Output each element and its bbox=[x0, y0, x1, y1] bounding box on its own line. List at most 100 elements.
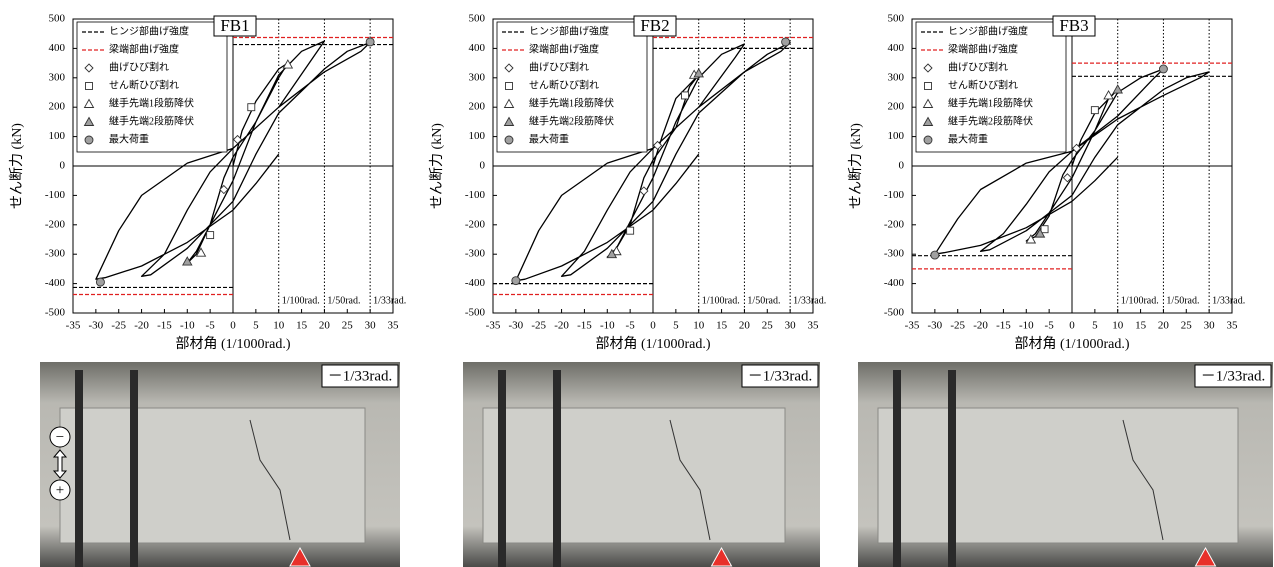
x-tick-label: 30 bbox=[1204, 320, 1216, 332]
photo-label: －1/33rad. bbox=[1201, 368, 1266, 384]
y-tick-label: 300 bbox=[469, 71, 486, 83]
y-tick-label: -100 bbox=[884, 189, 905, 201]
x-tick-label: -25 bbox=[531, 320, 546, 332]
y-tick-label: 0 bbox=[899, 160, 905, 172]
y-tick-label: -500 bbox=[465, 307, 486, 319]
y-tick-label: 500 bbox=[888, 13, 905, 25]
x-tick-label: -5 bbox=[1045, 320, 1055, 332]
photo: －1/33rad. bbox=[463, 362, 820, 567]
y-tick-label: 200 bbox=[469, 101, 486, 113]
y-tick-label: -300 bbox=[465, 248, 486, 260]
y-tick-label: 100 bbox=[888, 130, 905, 142]
y-tick-label: -200 bbox=[884, 218, 905, 230]
figure: -35-30-25-20-15-10-505101520253035-500-4… bbox=[0, 0, 1274, 567]
marker bbox=[627, 227, 634, 234]
steel-column bbox=[553, 370, 561, 567]
x-tick-label: 15 bbox=[716, 320, 728, 332]
y-tick-label: 0 bbox=[480, 160, 486, 172]
legend-label: せん断ひび割れ bbox=[948, 78, 1018, 91]
y-tick-label: -300 bbox=[884, 248, 905, 260]
y-tick-label: -200 bbox=[465, 218, 486, 230]
x-tick-label: -25 bbox=[950, 320, 965, 332]
y-tick-label: 100 bbox=[49, 130, 66, 142]
x-tick-label: 25 bbox=[342, 320, 354, 332]
marker bbox=[682, 92, 689, 99]
legend-label: 継手先端2段筋降伏 bbox=[109, 114, 194, 127]
legend-label: 梁端部曲げ強度 bbox=[529, 42, 599, 55]
x-tick-label: 20 bbox=[1158, 320, 1170, 332]
rotation-label: 1/50rad. bbox=[327, 295, 360, 306]
y-tick-label: -400 bbox=[45, 277, 66, 289]
marker bbox=[925, 83, 932, 90]
marker bbox=[505, 136, 513, 144]
x-tick-label: 35 bbox=[808, 320, 820, 332]
x-tick-label: 15 bbox=[296, 320, 308, 332]
x-tick-label: -10 bbox=[1019, 320, 1034, 332]
chart: -35-30-25-20-15-10-505101520253035-500-4… bbox=[429, 13, 826, 353]
legend-label: せん断ひび割れ bbox=[109, 78, 179, 91]
x-tick-label: 5 bbox=[253, 320, 259, 332]
x-axis-label: 部材角 (1/1000rad.) bbox=[1014, 336, 1129, 352]
y-tick-label: 100 bbox=[469, 130, 486, 142]
x-tick-label: 5 bbox=[1092, 320, 1098, 332]
x-tick-label: -5 bbox=[206, 320, 216, 332]
x-tick-label: -15 bbox=[996, 320, 1011, 332]
x-tick-label: 35 bbox=[388, 320, 400, 332]
x-tick-label: -25 bbox=[111, 320, 126, 332]
x-tick-label: -20 bbox=[134, 320, 149, 332]
legend: ヒンジ部曲げ強度梁端部曲げ強度曲げひび割れせん断ひび割れ継手先端1段筋降伏継手先… bbox=[77, 22, 227, 152]
x-tick-label: 30 bbox=[365, 320, 377, 332]
marker bbox=[85, 136, 93, 144]
direction-symbol-label: − bbox=[56, 429, 64, 445]
marker bbox=[1026, 235, 1035, 243]
marker bbox=[506, 83, 513, 90]
x-tick-label: 15 bbox=[1135, 320, 1147, 332]
y-axis-label: せん断力 (kN) bbox=[848, 123, 864, 209]
steel-column bbox=[75, 370, 83, 567]
x-tick-label: 5 bbox=[673, 320, 679, 332]
y-tick-label: -100 bbox=[465, 189, 486, 201]
marker bbox=[512, 277, 520, 285]
legend-label: 継手先端2段筋降伏 bbox=[529, 114, 614, 127]
y-tick-label: 0 bbox=[60, 160, 66, 172]
y-tick-label: 200 bbox=[888, 101, 905, 113]
x-tick-label: -15 bbox=[157, 320, 172, 332]
photo: －1/33rad.−+ bbox=[40, 362, 400, 567]
legend-label: 梁端部曲げ強度 bbox=[948, 42, 1018, 55]
marker bbox=[1159, 65, 1167, 73]
steel-column bbox=[893, 370, 901, 567]
y-tick-label: -200 bbox=[45, 218, 66, 230]
steel-column bbox=[498, 370, 506, 567]
marker bbox=[924, 136, 932, 144]
marker bbox=[1091, 107, 1098, 114]
x-tick-label: -10 bbox=[600, 320, 615, 332]
y-tick-label: 300 bbox=[49, 71, 66, 83]
legend-label: 最大荷重 bbox=[529, 132, 569, 145]
legend-label: ヒンジ部曲げ強度 bbox=[109, 24, 189, 37]
rotation-label: 1/33rad. bbox=[373, 295, 406, 306]
legend: ヒンジ部曲げ強度梁端部曲げ強度曲げひび割れせん断ひび割れ継手先端1段筋降伏継手先… bbox=[916, 22, 1066, 152]
x-tick-label: -15 bbox=[577, 320, 592, 332]
legend-label: 継手先端1段筋降伏 bbox=[948, 96, 1033, 109]
chart-title: FB3 bbox=[1059, 16, 1088, 35]
x-tick-label: 30 bbox=[785, 320, 797, 332]
legend-label: 継手先端1段筋降伏 bbox=[109, 96, 194, 109]
marker bbox=[283, 60, 292, 68]
y-axis-label: せん断力 (kN) bbox=[429, 123, 445, 209]
x-axis-label: 部材角 (1/1000rad.) bbox=[175, 336, 290, 352]
y-tick-label: -100 bbox=[45, 189, 66, 201]
y-tick-label: 400 bbox=[49, 42, 66, 54]
y-tick-label: 300 bbox=[888, 71, 905, 83]
x-tick-label: 20 bbox=[319, 320, 331, 332]
x-tick-label: -35 bbox=[905, 320, 920, 332]
x-tick-label: 35 bbox=[1227, 320, 1239, 332]
beam-specimen bbox=[878, 408, 1238, 543]
y-tick-label: -400 bbox=[884, 277, 905, 289]
rotation-label: 1/33rad. bbox=[793, 295, 826, 306]
y-tick-label: -500 bbox=[45, 307, 66, 319]
x-tick-label: 20 bbox=[739, 320, 751, 332]
rotation-label: 1/50rad. bbox=[1166, 295, 1199, 306]
x-tick-label: -20 bbox=[973, 320, 988, 332]
steel-column bbox=[130, 370, 138, 567]
